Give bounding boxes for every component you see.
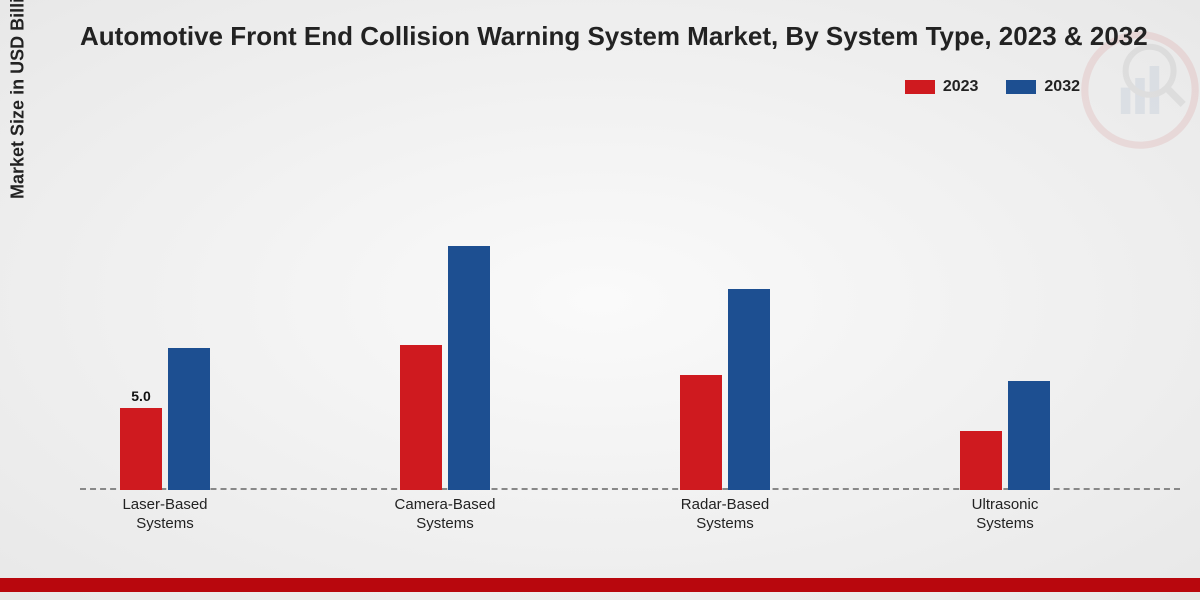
legend-label-2023: 2023 — [943, 78, 979, 96]
bar-2023-3 — [960, 431, 1002, 490]
category-label-0: Laser-BasedSystems — [100, 496, 230, 534]
bar-2032-1 — [448, 246, 490, 490]
legend-swatch-2023 — [905, 80, 935, 94]
legend-item-2032: 2032 — [1006, 78, 1080, 96]
y-axis-label: Market Size in USD Billion — [8, 0, 29, 199]
category-label-1: Camera-BasedSystems — [380, 496, 510, 534]
bar-2032-0 — [168, 348, 210, 490]
legend-swatch-2032 — [1006, 80, 1036, 94]
legend-item-2023: 2023 — [905, 78, 979, 96]
bar-2023-2 — [680, 375, 722, 491]
bar-2032-3 — [1008, 381, 1050, 490]
plot-area: 5.0 — [80, 160, 1180, 490]
bar-2032-2 — [728, 289, 770, 490]
bar-2023-0: 5.0 — [120, 408, 162, 491]
footer-bar — [0, 578, 1200, 592]
legend: 2023 2032 — [905, 78, 1080, 96]
legend-label-2032: 2032 — [1044, 78, 1080, 96]
bar-label-0: 5.0 — [120, 388, 162, 404]
category-label-2: Radar-BasedSystems — [660, 496, 790, 534]
x-axis: Laser-BasedSystems Camera-BasedSystems R… — [80, 490, 1180, 540]
chart-title: Automotive Front End Collision Warning S… — [80, 20, 1180, 54]
bar-2023-1 — [400, 345, 442, 490]
category-label-3: UltrasonicSystems — [940, 496, 1070, 534]
